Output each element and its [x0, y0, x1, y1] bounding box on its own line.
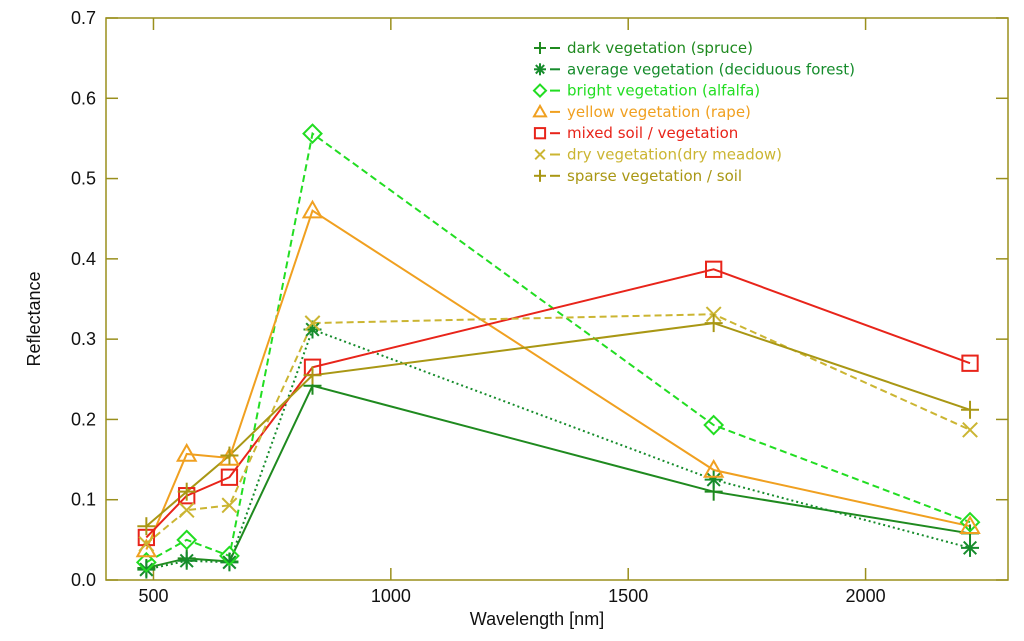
data-point	[703, 414, 725, 436]
data-point	[961, 538, 980, 557]
series-line-2	[145, 131, 971, 564]
data-point	[959, 511, 981, 533]
y-tick-label: 0.6	[71, 88, 96, 108]
data-point	[137, 560, 156, 579]
series-lines	[145, 131, 971, 571]
data-point	[959, 515, 981, 534]
legend-label: sparse vegetation / soil	[567, 167, 742, 185]
series-line-4	[145, 268, 971, 539]
x-tick-label: 1000	[371, 586, 411, 606]
data-point	[304, 315, 321, 331]
data-point	[962, 421, 978, 438]
data-point	[302, 123, 323, 145]
x-axis-title: Wavelength [nm]	[470, 609, 604, 629]
data-point	[220, 468, 239, 486]
legend-marker	[532, 83, 548, 99]
legend: dark vegetation (spruce) average vegetati…	[532, 39, 855, 185]
data-point	[137, 517, 156, 536]
y-axis-title: Reflectance	[24, 271, 44, 366]
data-point	[177, 551, 196, 570]
y-tick-label: 0.5	[71, 169, 96, 189]
axis-ticks: 0.0 0.1 0.2 0.3 0.4 0.5 0.6 0.7 500 1000 1500 2000	[71, 8, 1008, 606]
data-point	[702, 458, 725, 478]
x-tick-label: 500	[138, 586, 168, 606]
data-point	[175, 442, 198, 462]
legend-label: yellow vegetation (rape)	[567, 103, 751, 121]
data-point	[301, 199, 324, 219]
legend-label: mixed soil / vegetation	[567, 124, 738, 142]
plot-frame	[105, 17, 1009, 581]
legend-marker	[534, 63, 546, 76]
y-tick-label: 0.2	[71, 409, 96, 429]
data-point	[961, 400, 980, 419]
legend-marker	[534, 169, 546, 182]
series-line-5	[145, 313, 971, 545]
legend-label: dark vegetation (spruce)	[567, 39, 753, 57]
y-tick-label: 0.1	[71, 490, 96, 510]
y-tick-label: 0.3	[71, 329, 96, 349]
legend-marker	[532, 103, 548, 118]
series-line-0	[146, 384, 971, 569]
series-line-1	[146, 328, 971, 571]
legend-marker	[534, 148, 546, 161]
legend-label: dry vegetation(dry meadow)	[567, 146, 782, 164]
y-tick-label: 0.4	[71, 249, 96, 269]
x-tick-label: 2000	[846, 586, 886, 606]
y-tick-label: 0.7	[71, 8, 96, 28]
data-point	[138, 535, 155, 552]
data-point	[220, 446, 239, 465]
data-point	[704, 470, 723, 489]
data-point	[178, 502, 195, 519]
legend-marker	[533, 127, 547, 140]
series-line-3	[145, 209, 971, 550]
data-point	[961, 354, 979, 372]
data-point	[176, 529, 198, 551]
legend-label: average vegetation (deciduous forest)	[567, 60, 855, 78]
legend-marker	[534, 42, 546, 54]
data-point	[220, 553, 239, 572]
y-tick-label: 0.0	[71, 570, 96, 590]
data-point	[135, 551, 157, 573]
legend-label: bright vegetation (alfalfa)	[567, 82, 760, 100]
series-markers	[135, 123, 981, 579]
data-point	[218, 446, 241, 466]
data-point	[221, 497, 238, 514]
data-point	[303, 366, 322, 385]
data-point	[705, 260, 723, 278]
data-point	[219, 545, 240, 567]
x-tick-label: 1500	[608, 586, 648, 606]
data-point	[177, 482, 196, 501]
data-point	[704, 314, 723, 333]
